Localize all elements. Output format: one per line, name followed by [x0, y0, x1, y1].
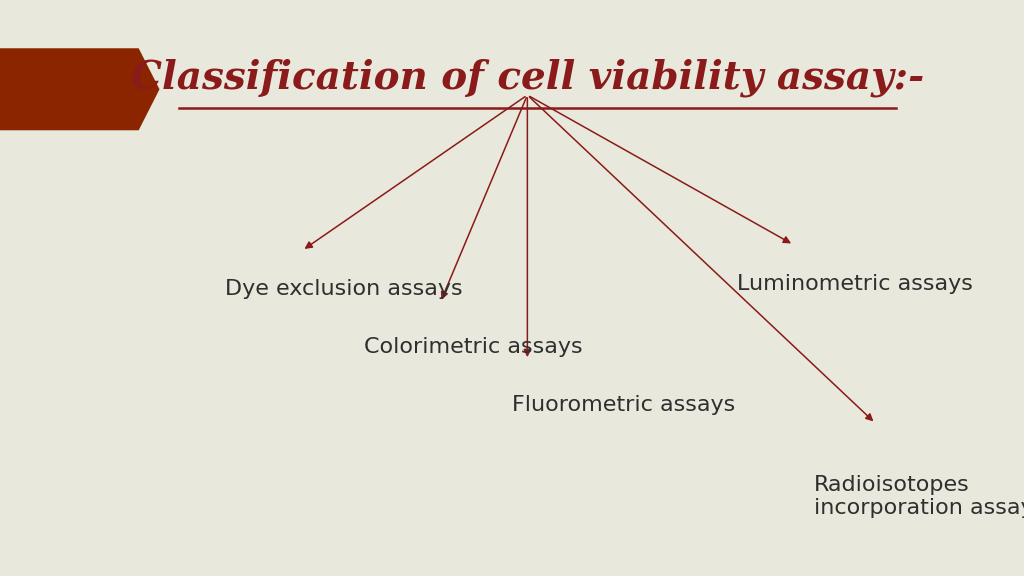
Text: Dye exclusion assays: Dye exclusion assays: [225, 279, 463, 300]
Text: Fluorometric assays: Fluorometric assays: [512, 395, 735, 415]
Text: Radioisotopes
incorporation assay: Radioisotopes incorporation assay: [814, 475, 1024, 518]
Text: Luminometric assays: Luminometric assays: [737, 274, 973, 294]
Text: Classification of cell viability assay:-: Classification of cell viability assay:-: [131, 59, 924, 97]
Polygon shape: [0, 49, 159, 130]
Text: Colorimetric assays: Colorimetric assays: [364, 337, 583, 357]
